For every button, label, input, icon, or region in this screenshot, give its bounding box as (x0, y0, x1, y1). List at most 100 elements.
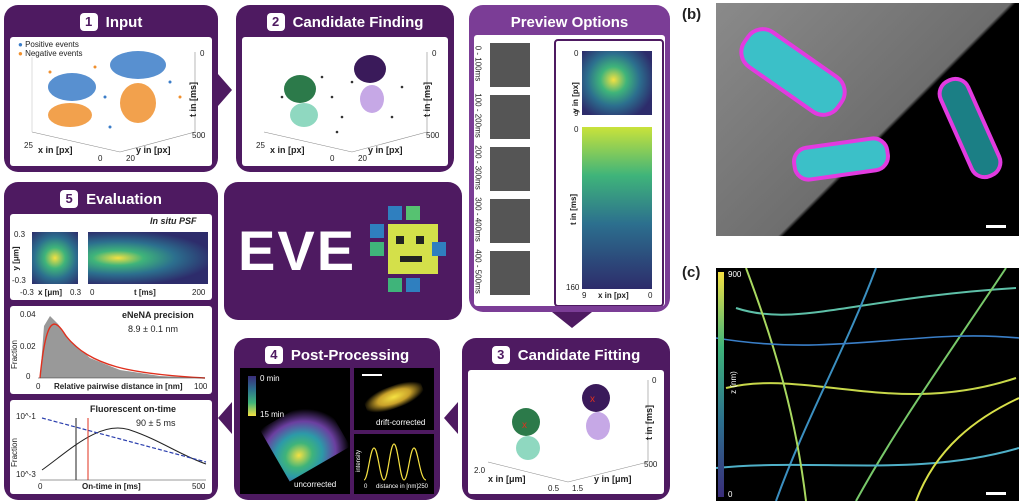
panel-input: 1 Input ● Positive events ● Negative eve… (4, 5, 218, 172)
panel-preview-options: Preview Options 0 - 100ms 100 - 200ms 20… (469, 5, 670, 312)
scatter-plot-candidates: x in [px] y in [px] t in [ms] 25 0 20 0 … (242, 37, 448, 166)
tick: 9 (574, 109, 579, 118)
x-axis-label: x in [μm] (488, 474, 526, 484)
tick: 0.5 (548, 484, 560, 493)
tick: 0 (432, 49, 437, 58)
step-number: 2 (266, 13, 285, 31)
tick: 10^-1 (16, 412, 36, 421)
step-number: 1 (79, 13, 98, 31)
tick: 2.0 (474, 466, 486, 475)
step-number: 5 (60, 190, 79, 208)
thumbnail[interactable] (490, 43, 530, 87)
tick: 0 (574, 125, 579, 134)
thumbnail[interactable] (490, 251, 530, 295)
eve-mascot-icon (370, 206, 446, 292)
cbar-bottom: 0 (728, 490, 733, 499)
drift-corrected-image: drift-corrected (354, 368, 434, 430)
ontime-value: 90 ± 5 ms (136, 418, 176, 428)
svg-text:x: x (590, 394, 595, 405)
panel-title: Input (105, 13, 143, 31)
svg-text:x: x (522, 420, 527, 431)
arrow-left-icon (444, 402, 458, 434)
preview-row: 100 - 200ms (474, 93, 548, 141)
x-axis-label: x in [px] (38, 145, 73, 155)
tick: 0 (364, 484, 368, 490)
tick: 20 (126, 154, 135, 163)
tick: 0.04 (20, 310, 36, 319)
uncorrected-image: 0 min 15 min uncorrected (240, 368, 350, 494)
tick: 500 (192, 482, 206, 491)
time-top: 0 min (260, 374, 280, 383)
tick: 0 (200, 49, 205, 58)
psf-plot: In situ PSF y [μm] 0.3 -0.3 -0.3 x [μm] … (10, 214, 212, 300)
tick: 0 (330, 154, 335, 163)
drift-label: drift-corrected (376, 418, 426, 427)
step-number: 4 (264, 346, 283, 364)
row-label: 300 - 400ms (474, 197, 483, 242)
tick: 1.5 (572, 484, 584, 493)
enena-value: 8.9 ± 0.1 nm (128, 324, 178, 334)
rel-dist-label: Relative pairwise distance in [nm] (54, 382, 183, 391)
t-axis-label: t in [ms] (644, 405, 654, 440)
y-axis-label: y in [μm] (594, 474, 632, 484)
distance-label: distance in [nm] (376, 484, 419, 490)
tick: 20 (358, 154, 367, 163)
tick: 10^-3 (16, 470, 36, 479)
time-bottom: 15 min (260, 410, 285, 419)
arrow-down-icon (552, 312, 592, 328)
enena-histogram-svg (38, 316, 206, 379)
step-number: 3 (491, 346, 510, 364)
row-label: 400 - 500ms (474, 249, 483, 294)
tick: 500 (426, 131, 440, 140)
psf-xy (32, 232, 78, 284)
tick: 500 (192, 131, 206, 140)
intensity-profile: intensity 0 distance in [nm] 250 (354, 434, 434, 494)
row-label: 0 - 100ms (474, 45, 483, 82)
bacterium (932, 71, 1008, 185)
microtubule-svg (716, 268, 1019, 501)
tick: -0.3 (12, 276, 26, 285)
legend-positive: Positive events (25, 40, 79, 49)
preview-row: 400 - 500ms (474, 249, 548, 297)
microtubule-image: 900 z (nm) 0 (716, 268, 1019, 501)
fitting-3d-svg: x x (487, 380, 649, 483)
thumbnail[interactable] (490, 95, 530, 139)
thumbnail[interactable] (490, 199, 530, 243)
cbar-top: 900 (728, 270, 742, 279)
tick: 0.02 (20, 342, 36, 351)
bacterium (789, 134, 893, 184)
tick: 200 (192, 288, 206, 297)
heatmap-xt (582, 127, 652, 289)
ontime-plot: Fluorescent on-time 90 ± 5 ms Fraction 1… (10, 400, 212, 494)
enena-title: eNeNA precision (122, 310, 194, 320)
t-axis-label: t in [ms] (569, 193, 579, 226)
tick: 0 (26, 372, 31, 381)
panel-title: Candidate Fitting (517, 346, 641, 364)
scatter-3d-svg (263, 52, 428, 153)
scale-bar (986, 492, 1006, 495)
psf-title: In situ PSF (150, 216, 197, 226)
y-axis-label: y in [px] (368, 145, 403, 155)
tick: 0 (36, 382, 41, 391)
zoom-frame (554, 39, 664, 306)
legend-negative: Negative events (25, 49, 83, 58)
z-colorbar (718, 272, 724, 497)
bacteria-image (716, 3, 1019, 236)
tick: 9 (582, 291, 587, 300)
fraction-label: Fraction (10, 340, 19, 369)
arrow-right-icon (218, 74, 232, 106)
scale-bar (986, 225, 1006, 228)
panel-title: Preview Options (510, 13, 629, 31)
tick: 0 (90, 288, 95, 297)
fitting-plot: x x x in [μm] y in [μm] t in [ms] 2.0 0.… (468, 370, 664, 494)
row-label: 100 - 200ms (474, 93, 483, 138)
tick: 250 (418, 484, 429, 490)
panel-c-label: (c) (682, 264, 701, 281)
y-axis-label: y in [px] (136, 145, 171, 155)
scatter-plot-input: ● Positive events ● Negative events x in… (10, 37, 212, 166)
tick: 0 (574, 49, 579, 58)
particle (259, 394, 350, 482)
intensity-svg (363, 443, 427, 481)
tick: 0 (38, 482, 43, 491)
thumbnail[interactable] (490, 147, 530, 191)
